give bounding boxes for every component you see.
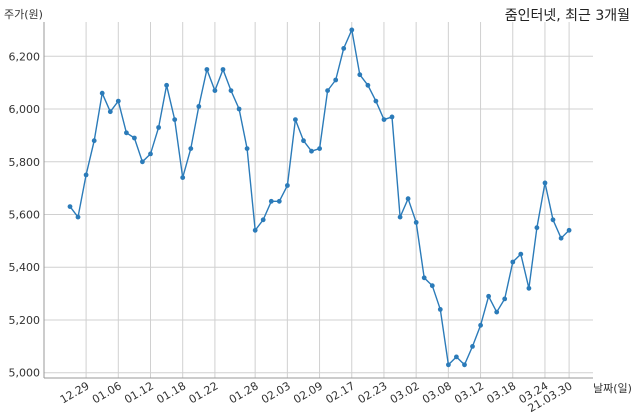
grid-lines	[44, 22, 593, 378]
data-point	[526, 285, 532, 291]
data-point	[196, 104, 202, 109]
x-tick-label: 01.22	[187, 379, 221, 406]
data-point	[244, 146, 250, 152]
data-point	[107, 109, 113, 115]
data-point	[349, 27, 355, 33]
data-point	[172, 117, 178, 122]
data-point	[341, 46, 347, 51]
data-point	[502, 296, 508, 302]
data-point	[260, 217, 266, 223]
data-point	[518, 251, 524, 257]
data-point	[454, 354, 459, 360]
y-tick-label: 5,400	[9, 261, 41, 274]
x-tick-label: 03.02	[388, 379, 422, 406]
data-point	[381, 117, 387, 122]
data-point	[99, 90, 105, 96]
data-points	[67, 27, 572, 368]
data-point	[397, 214, 403, 220]
data-point	[115, 98, 121, 104]
data-point	[204, 67, 210, 72]
data-point	[446, 362, 451, 368]
data-point	[373, 98, 379, 104]
x-tick-label: 03.12	[452, 379, 486, 406]
y-tick-labels: 5,000 5,200 5,400 5,600 5,800 6,000 6,200	[9, 50, 41, 379]
data-point	[470, 344, 475, 349]
data-point	[75, 214, 81, 220]
data-point	[309, 148, 314, 154]
data-point	[550, 217, 556, 223]
data-point	[301, 138, 306, 144]
x-tick-label: 02.17	[323, 379, 357, 406]
data-point	[389, 114, 395, 120]
x-tick-label: 01.18	[154, 379, 188, 406]
x-tick-label: 12.29	[58, 379, 92, 406]
data-point	[236, 106, 242, 112]
y-tick-label: 5,200	[9, 314, 41, 327]
x-tick-label: 01.28	[227, 379, 261, 406]
data-point	[132, 135, 137, 141]
data-point	[478, 322, 483, 328]
data-point	[510, 259, 516, 265]
data-point	[333, 77, 339, 83]
x-axis-label: 날짜(일)	[593, 382, 632, 395]
data-point	[325, 88, 330, 93]
data-point	[405, 196, 411, 202]
x-tick-label: 02.23	[356, 379, 390, 406]
data-point	[293, 117, 298, 122]
y-tick-label: 6,000	[9, 103, 41, 116]
x-tick-label: 01.06	[90, 379, 124, 406]
data-point	[534, 225, 540, 231]
x-tick-label: 03.08	[420, 379, 454, 406]
data-point	[429, 283, 435, 289]
data-point	[494, 309, 500, 315]
data-point	[140, 159, 145, 165]
data-point	[276, 198, 282, 204]
data-point	[285, 183, 290, 188]
data-point	[252, 227, 258, 233]
y-axis-label: 주가(원)	[4, 8, 43, 21]
data-point	[317, 146, 322, 152]
data-point	[180, 175, 186, 181]
data-point	[220, 67, 226, 72]
x-tick-label: 03.18	[484, 379, 518, 406]
y-tick-label: 5,600	[9, 209, 41, 222]
x-tick-label: 02.09	[291, 379, 325, 406]
data-point	[164, 82, 170, 88]
data-point	[67, 204, 73, 210]
data-point	[156, 125, 162, 130]
data-point	[486, 293, 491, 299]
data-point	[228, 88, 234, 93]
y-tick-label: 5,800	[9, 156, 41, 169]
chart-title: 줌인터넷, 최근 3개월	[504, 8, 630, 24]
data-point	[83, 172, 89, 178]
data-point	[566, 227, 572, 233]
data-point	[365, 82, 371, 88]
data-point	[558, 235, 564, 241]
data-point	[413, 220, 419, 225]
x-tick-label: 02.03	[259, 379, 293, 406]
data-point	[357, 72, 363, 78]
axes	[43, 22, 593, 379]
y-tick-label: 6,200	[9, 50, 41, 63]
data-point	[91, 138, 97, 144]
data-point	[188, 146, 194, 152]
data-point	[421, 275, 427, 281]
data-point	[542, 180, 548, 186]
data-point	[124, 130, 129, 136]
data-point	[462, 362, 467, 368]
data-point	[148, 151, 153, 157]
data-point	[268, 198, 274, 204]
data-point	[212, 88, 218, 93]
y-tick-label: 5,000	[9, 367, 41, 380]
data-point	[437, 307, 443, 312]
x-tick-label: 01.12	[122, 379, 156, 406]
